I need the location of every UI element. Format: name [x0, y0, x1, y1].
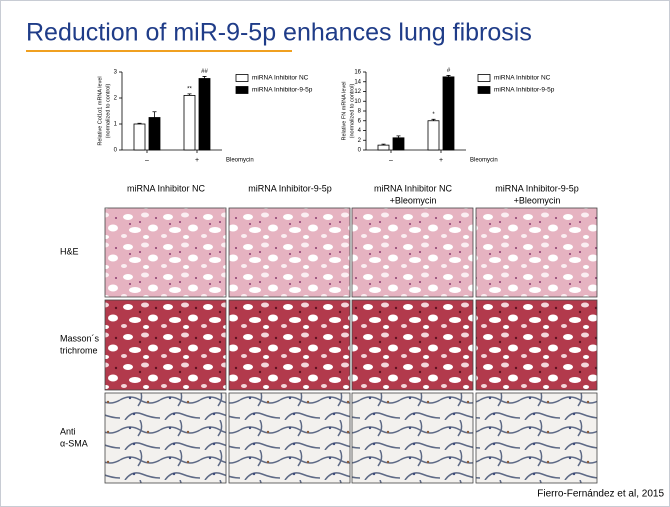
y-tick-label: 12	[354, 89, 361, 95]
bar	[442, 76, 455, 151]
bar	[392, 137, 405, 151]
y-tick-label: 0	[114, 148, 118, 154]
legend-label: miRNA Inhibitor-9-5p	[252, 87, 313, 94]
error-bar	[431, 118, 436, 121]
y-tick-label: 14	[354, 79, 361, 85]
micrograph	[104, 392, 227, 484]
micrograph	[228, 392, 351, 484]
micrograph	[475, 299, 598, 391]
micrograph	[475, 392, 598, 484]
bar	[133, 123, 146, 151]
x-axis-label: Bleomycin	[226, 158, 254, 164]
y-axis-label: (normalized to control)	[105, 83, 111, 138]
y-axis-label: (normalized to control)	[349, 83, 355, 138]
micrograph	[351, 207, 474, 298]
y-tick-label: 2	[114, 96, 118, 102]
bar	[427, 120, 440, 151]
y-tick-label: 4	[358, 128, 362, 134]
error-bar	[396, 135, 401, 138]
error-bar	[381, 143, 386, 146]
column-header: miRNA Inhibitor-9-5p	[248, 183, 332, 193]
column-header: miRNA Inhibitor NC	[374, 183, 453, 193]
x-tick-label: –	[145, 157, 149, 164]
micrograph	[104, 207, 227, 298]
y-tick-label: 10	[354, 99, 361, 105]
row-label: H&E	[60, 246, 79, 256]
error-bar	[187, 93, 192, 96]
significance-mark: #	[447, 68, 451, 74]
histology-grid	[104, 207, 598, 484]
micrograph	[351, 299, 474, 391]
y-tick-label: 3	[114, 70, 118, 76]
row-label: Anti	[60, 426, 76, 436]
column-header: +Bleomycin	[390, 195, 437, 205]
error-bar	[202, 76, 207, 79]
legend-swatch	[235, 86, 249, 94]
row-label: α-SMA	[60, 438, 88, 448]
bar	[183, 95, 196, 151]
row-label: trichrome	[60, 345, 98, 355]
x-axis-label: Bleomycin	[470, 158, 498, 164]
micrograph	[475, 207, 598, 298]
y-tick-label: 2	[358, 138, 362, 144]
y-tick-label: 8	[358, 109, 362, 115]
legend-swatch	[477, 86, 491, 94]
x-tick-label: –	[389, 157, 393, 164]
slide-title: Reduction of miR-9-5p enhances lung fibr…	[26, 19, 532, 47]
micrograph	[104, 299, 227, 391]
micrograph	[351, 392, 474, 484]
column-header: miRNA Inhibitor-9-5p	[495, 183, 579, 193]
y-axis-label: Relative FN mRNA level	[341, 82, 347, 141]
y-axis-label: Relative Col1α1 mRNA level	[97, 76, 103, 145]
column-header: miRNA Inhibitor NC	[127, 183, 206, 193]
legend-label: miRNA Inhibitor NC	[252, 75, 309, 82]
x-tick-label: +	[439, 157, 443, 164]
bar	[198, 78, 211, 151]
bar	[148, 117, 161, 151]
significance-mark: *	[432, 112, 435, 118]
x-tick-label: +	[195, 157, 199, 164]
y-tick-label: 16	[354, 70, 361, 76]
micrograph	[228, 299, 351, 391]
bar	[377, 144, 390, 151]
legend-swatch	[235, 74, 249, 82]
significance-mark: **	[187, 86, 192, 92]
citation: Fierro-Fernández et al, 2015	[537, 489, 664, 500]
micrograph	[228, 207, 351, 298]
error-bar	[446, 75, 451, 77]
error-bar	[152, 111, 157, 118]
y-tick-label: 1	[114, 122, 118, 128]
column-header: +Bleomycin	[514, 195, 561, 205]
significance-mark: ##	[201, 69, 208, 75]
row-label: Masson´s	[60, 333, 100, 343]
legend-label: miRNA Inhibitor NC	[494, 75, 551, 82]
y-tick-label: 0	[358, 148, 362, 154]
y-tick-label: 6	[358, 118, 362, 124]
legend-label: miRNA Inhibitor-9-5p	[494, 87, 555, 94]
legend-swatch	[477, 74, 491, 82]
error-bar	[137, 122, 142, 124]
